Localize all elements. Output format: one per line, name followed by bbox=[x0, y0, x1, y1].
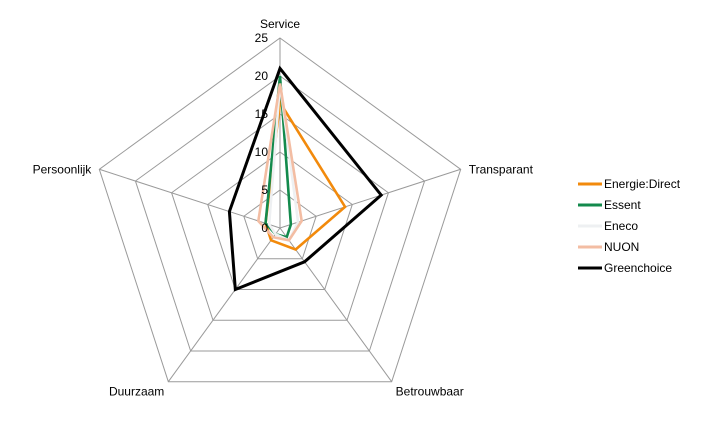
grid-ring-10 bbox=[207, 151, 353, 290]
axis-label-service: Service bbox=[260, 17, 300, 31]
tick-label-0: 0 bbox=[261, 221, 268, 235]
axis-label-betrouwbaar: Betrouwbaar bbox=[396, 385, 464, 399]
tick-label-25: 25 bbox=[255, 31, 269, 45]
legend-label: Essent bbox=[604, 198, 641, 212]
spoke-duurzaam bbox=[167, 227, 281, 383]
tick-label-20: 20 bbox=[255, 69, 269, 83]
legend-label: Energie:Direct bbox=[604, 177, 681, 191]
legend-item-eneco: Eneco bbox=[578, 219, 638, 233]
legend-item-nuon: NUON bbox=[578, 240, 639, 254]
axis-label-persoonlijk: Persoonlijk bbox=[33, 162, 93, 176]
spoke-betrouwbaar bbox=[279, 227, 393, 383]
series-line-greenchoice bbox=[227, 65, 384, 292]
series-line-nuon bbox=[256, 83, 304, 242]
axis-labels: Service Transparant Betrouwbaar Duurzaam Per… bbox=[33, 17, 534, 399]
tick-label-10: 10 bbox=[255, 145, 269, 159]
grid-ring-20 bbox=[134, 75, 426, 352]
legend-item-energie-direct: Energie:Direct bbox=[578, 177, 681, 191]
grid-ring-25 bbox=[98, 37, 462, 383]
spoke-transparant bbox=[279, 168, 461, 229]
legend: Energie:Direct Essent Eneco NUON Greenchoice bbox=[578, 177, 681, 275]
legend-label: NUON bbox=[604, 240, 639, 254]
spoke-persoonlijk bbox=[99, 168, 281, 229]
legend-item-essent: Essent bbox=[578, 198, 641, 212]
radial-tick-labels: 0 5 10 15 20 25 bbox=[255, 31, 269, 235]
tick-label-5: 5 bbox=[261, 183, 268, 197]
radar-series bbox=[227, 65, 384, 292]
grid-ring-5 bbox=[243, 189, 317, 260]
legend-label: Eneco bbox=[604, 219, 638, 233]
legend-item-greenchoice: Greenchoice bbox=[578, 261, 672, 275]
tick-label-15: 15 bbox=[255, 107, 269, 121]
axis-label-duurzaam: Duurzaam bbox=[109, 385, 164, 399]
series-line-eneco bbox=[267, 83, 300, 243]
legend-label: Greenchoice bbox=[604, 261, 672, 275]
axis-label-transparant: Transparant bbox=[469, 162, 534, 176]
radar-spokes bbox=[99, 38, 461, 383]
